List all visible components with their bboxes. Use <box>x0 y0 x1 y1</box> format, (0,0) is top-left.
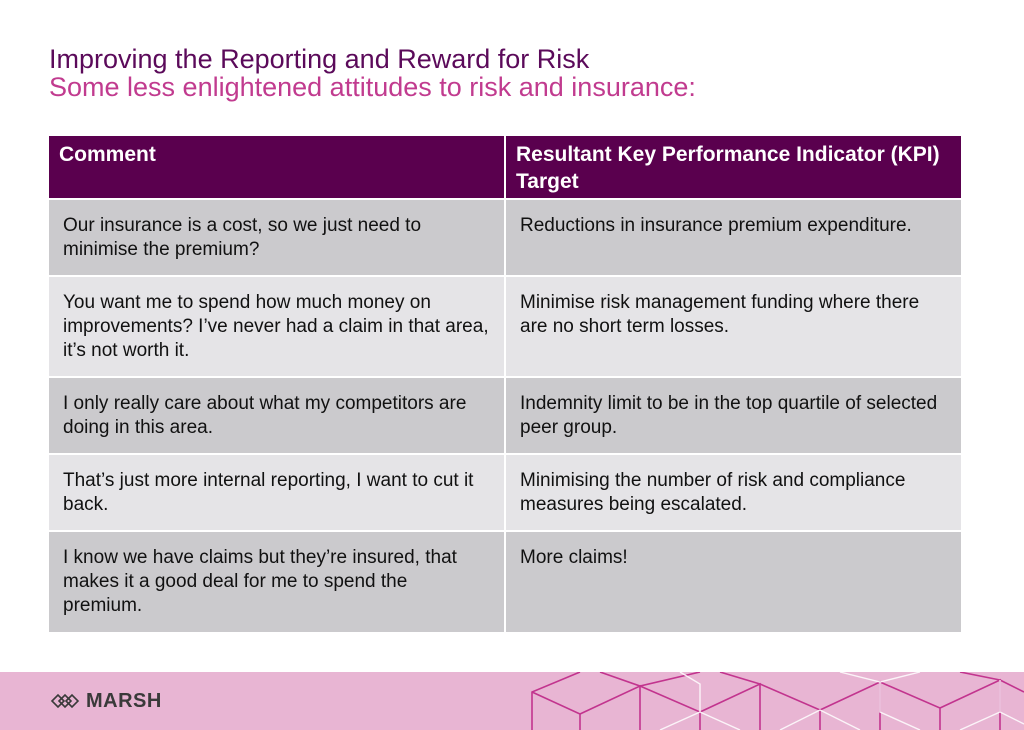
table-row: You want me to spend how much money on i… <box>49 275 961 377</box>
kpi-target-cell: Indemnity limit to be in the top quartil… <box>505 376 961 454</box>
marsh-knot-icon <box>50 693 80 709</box>
kpi-target-cell: Minimising the number of risk and compli… <box>505 453 961 531</box>
marsh-logo: MARSH <box>50 690 162 712</box>
comment-cell: Our insurance is a cost, so we just need… <box>49 198 506 276</box>
table-row: I know we have claims but they’re insure… <box>49 530 961 632</box>
logo-text: MARSH <box>86 689 162 712</box>
column-header-comment: Comment <box>49 136 506 199</box>
table-header-row: Comment Resultant Key Performance Indica… <box>49 136 961 199</box>
comment-cell: I know we have claims but they’re insure… <box>49 530 506 632</box>
geometric-pattern <box>531 672 1024 730</box>
page-title: Improving the Reporting and Reward for R… <box>49 44 590 74</box>
kpi-target-cell: More claims! <box>505 530 961 632</box>
table-row: That’s just more internal reporting, I w… <box>49 453 961 531</box>
table-row: I only really care about what my competi… <box>49 376 961 454</box>
page-subtitle: Some less enlightened attitudes to risk … <box>49 72 696 102</box>
footer-band <box>0 672 1024 730</box>
comment-cell: That’s just more internal reporting, I w… <box>49 453 506 531</box>
table-row: Our insurance is a cost, so we just need… <box>49 198 961 276</box>
column-header-kpi-target: Resultant Key Performance Indicator (KPI… <box>505 136 961 199</box>
comment-cell: You want me to spend how much money on i… <box>49 275 506 377</box>
comment-cell: I only really care about what my competi… <box>49 376 506 454</box>
kpi-target-cell: Minimise risk management funding where t… <box>505 275 961 377</box>
kpi-target-cell: Reductions in insurance premium expendit… <box>505 198 961 276</box>
kpi-table: Comment Resultant Key Performance Indica… <box>49 136 961 632</box>
